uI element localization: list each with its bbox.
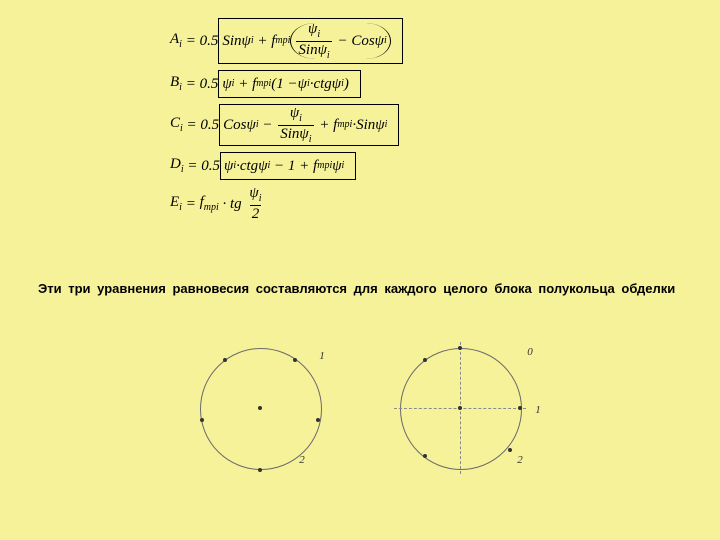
figure-right: 012: [380, 330, 540, 490]
figures: 12 012: [0, 330, 720, 510]
eq: =: [182, 34, 200, 49]
bracket: Sinψi + fmpi ψi Sinψi − Cosψi: [218, 18, 392, 64]
eq-d-lhs: Di: [170, 157, 184, 175]
figure-left: 12: [180, 330, 340, 490]
eq-c-lhs: Ci: [170, 116, 183, 134]
eq-e-lhs: Ei: [170, 195, 182, 213]
caption-text: Эти три уравнения равновесия составляютс…: [38, 280, 682, 298]
eq-b-lhs: Bi: [170, 75, 182, 93]
eq-a-lhs: Ai: [170, 32, 182, 50]
coeff: 0.5: [200, 34, 219, 49]
